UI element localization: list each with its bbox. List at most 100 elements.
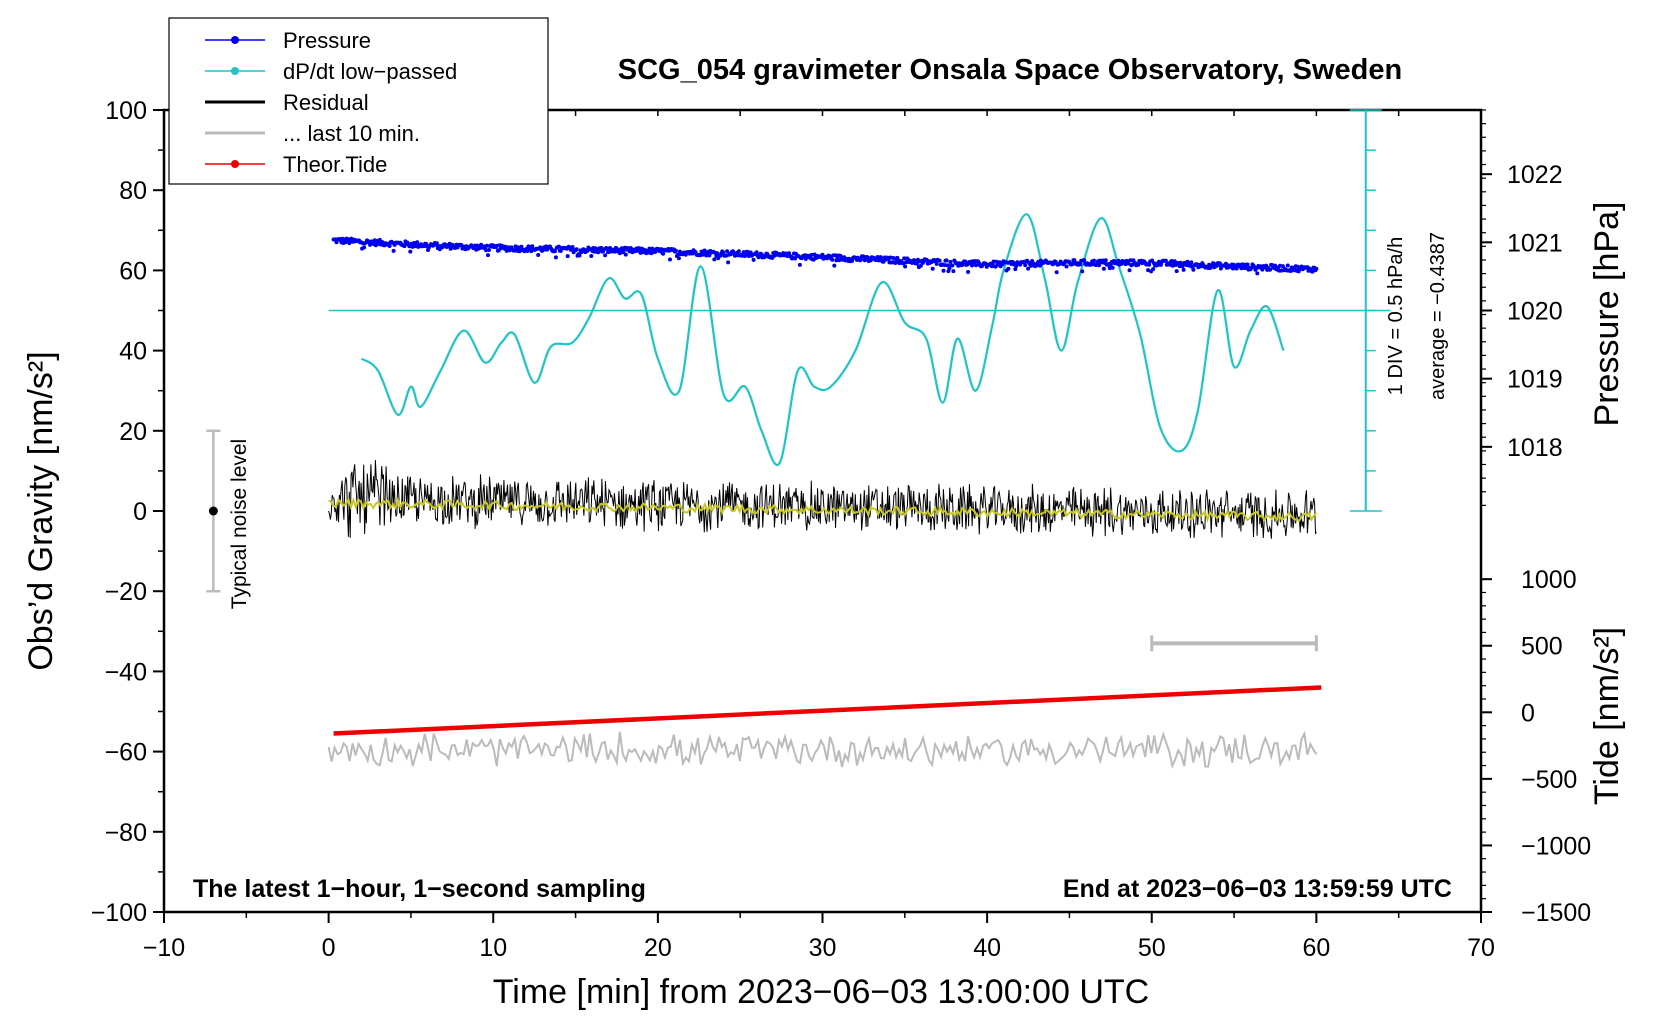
pressure-point <box>1101 266 1106 271</box>
pressure-point <box>947 266 952 271</box>
pressure-point <box>712 257 717 262</box>
pressure-point <box>1150 258 1155 263</box>
pressure-point <box>552 249 557 254</box>
pressure-tick-label: 1019 <box>1507 366 1563 394</box>
legend: Pressure dP/dt low−passed Residual ... last… <box>168 17 549 185</box>
pressure-point <box>736 249 741 254</box>
x-tick-label: 20 <box>644 934 672 962</box>
y-tick-label: 40 <box>119 338 147 366</box>
pressure-point <box>754 250 759 255</box>
pressure-point <box>1180 264 1185 269</box>
y-axis-gravity: 100 80 60 40 20 0 −20 −40 −60 −80 −100 <box>91 97 164 927</box>
pressure-point <box>486 253 490 258</box>
y-tick-label: 20 <box>119 418 147 446</box>
pressure-series <box>331 236 1319 276</box>
pressure-point <box>937 258 942 263</box>
pressure-point <box>1097 263 1101 268</box>
pressure-point <box>1314 266 1319 271</box>
pressure-point <box>1191 267 1196 272</box>
tide-tick-label: −500 <box>1521 766 1577 794</box>
pressure-point <box>915 261 919 266</box>
pressure-point <box>1174 269 1179 274</box>
pressure-point <box>668 257 672 262</box>
pressure-point <box>721 250 726 255</box>
pressure-point <box>878 255 883 260</box>
legend-marker <box>231 36 239 44</box>
pressure-point <box>944 258 949 263</box>
pressure-point <box>698 253 703 258</box>
pressure-tick-label: 1021 <box>1507 229 1563 257</box>
pressure-point <box>1023 263 1028 268</box>
pressure-point <box>1170 263 1175 268</box>
y-axis-label-pressure: Pressure [hPa] <box>1588 202 1626 427</box>
pressure-point <box>942 263 947 268</box>
y-tick-label: −40 <box>105 658 147 686</box>
legend-label: Pressure <box>283 28 371 53</box>
y-tick-label: 60 <box>119 257 147 285</box>
pressure-point <box>391 248 396 253</box>
pressure-point <box>1103 258 1108 263</box>
y-tick-label: −20 <box>105 578 147 606</box>
x-tick-label: −10 <box>143 934 185 962</box>
pressure-point <box>485 243 489 248</box>
pressure-point <box>934 261 939 266</box>
series-layer <box>327 213 1391 769</box>
pressure-point <box>1268 267 1273 272</box>
pressure-point <box>536 253 541 257</box>
x-tick-label: 50 <box>1138 934 1166 962</box>
pressure-point <box>725 249 730 254</box>
pressure-point <box>902 256 907 261</box>
pressure-point <box>751 257 756 262</box>
pressure-point <box>565 254 570 259</box>
pressure-point <box>837 258 842 263</box>
pressure-point <box>974 263 978 268</box>
last10-bracket <box>1150 635 1318 652</box>
pressure-point <box>676 256 681 261</box>
pressure-point <box>1280 264 1285 269</box>
y-tick-label: −60 <box>105 739 147 767</box>
pressure-point <box>948 259 953 264</box>
pressure-point <box>408 249 413 254</box>
pressure-point <box>1078 262 1083 267</box>
pressure-point <box>1054 270 1059 275</box>
pressure-point <box>1053 259 1058 264</box>
pressure-point <box>570 245 575 249</box>
pressure-point <box>673 248 678 253</box>
pressure-point <box>607 249 611 254</box>
x-axis-label: Time [min] from 2023−06−03 13:00:00 UTC <box>493 973 1149 1011</box>
pressure-point <box>1310 269 1315 274</box>
pressure-point <box>1072 258 1077 263</box>
pressure-point <box>951 269 956 274</box>
pressure-point <box>519 244 524 249</box>
pressure-point <box>1172 259 1177 264</box>
pressure-point <box>1128 258 1133 263</box>
legend-label: Residual <box>283 90 369 115</box>
pressure-point <box>941 268 946 273</box>
pressure-point <box>1080 269 1085 274</box>
footer-left-label: The latest 1−hour, 1−second sampling <box>193 875 646 903</box>
y-axis-label-tide: Tide [nm/s²] <box>1588 627 1626 805</box>
chart-title: SCG_054 gravimeter Onsala Space Observat… <box>618 54 1402 86</box>
pressure-point <box>892 256 897 261</box>
pressure-point <box>918 263 923 268</box>
pressure-point <box>623 252 628 257</box>
pressure-tick-label: 1020 <box>1507 298 1563 326</box>
noise-level-label: Typical noise level <box>228 439 251 609</box>
pressure-point <box>830 257 835 262</box>
pressure-point <box>1163 258 1168 263</box>
residual-smoothed-line <box>328 496 1318 524</box>
pressure-point <box>858 257 863 262</box>
pressure-point <box>832 263 837 268</box>
pressure-point <box>1189 260 1194 265</box>
pressure-tick-label: 1018 <box>1507 434 1563 462</box>
y-tick-label: 0 <box>133 498 147 526</box>
pressure-point <box>903 264 908 269</box>
y-axis-label-gravity: Obs’d Gravity [nm/s²] <box>22 351 60 670</box>
legend-marker <box>231 67 239 75</box>
pressure-point <box>661 251 666 256</box>
pressure-point <box>603 253 608 258</box>
pressure-point <box>950 263 955 268</box>
pressure-point <box>1064 264 1069 269</box>
pressure-point <box>707 253 712 258</box>
